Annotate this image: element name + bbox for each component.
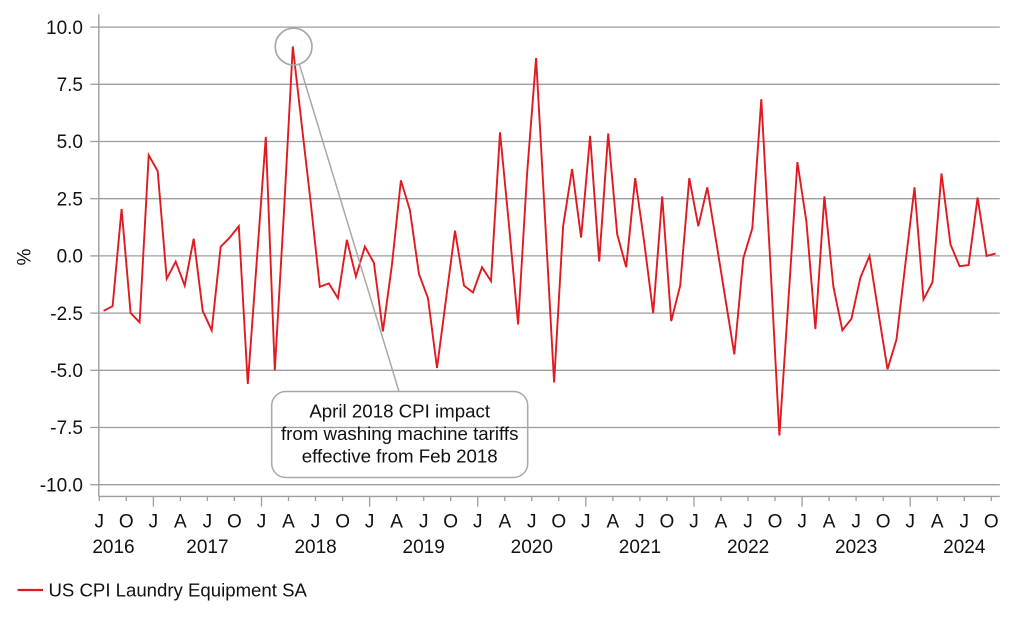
svg-text:O: O bbox=[335, 512, 350, 533]
svg-text:%: % bbox=[14, 248, 35, 265]
svg-text:O: O bbox=[660, 512, 675, 533]
svg-text:J: J bbox=[419, 512, 429, 533]
svg-text:J: J bbox=[960, 512, 970, 533]
svg-text:A: A bbox=[390, 512, 403, 533]
svg-text:A: A bbox=[282, 512, 295, 533]
svg-text:2020: 2020 bbox=[511, 537, 553, 558]
svg-text:J: J bbox=[905, 512, 915, 533]
svg-text:J: J bbox=[149, 512, 159, 533]
svg-text:O: O bbox=[551, 512, 566, 533]
svg-text:O: O bbox=[227, 512, 242, 533]
svg-text:O: O bbox=[443, 512, 458, 533]
svg-text:A: A bbox=[174, 512, 187, 533]
svg-text:2024: 2024 bbox=[943, 537, 986, 558]
svg-text:J: J bbox=[203, 512, 213, 533]
svg-text:O: O bbox=[768, 512, 783, 533]
svg-text:J: J bbox=[311, 512, 321, 533]
svg-text:J: J bbox=[635, 512, 645, 533]
svg-text:2016: 2016 bbox=[92, 537, 134, 558]
svg-text:2018: 2018 bbox=[294, 537, 336, 558]
svg-text:A: A bbox=[823, 512, 836, 533]
svg-text:O: O bbox=[876, 512, 891, 533]
svg-text:-2.5: -2.5 bbox=[50, 304, 83, 325]
svg-text:from washing machine tariffs: from washing machine tariffs bbox=[281, 423, 519, 444]
svg-text:J: J bbox=[743, 512, 753, 533]
svg-text:J: J bbox=[95, 512, 105, 533]
svg-text:-7.5: -7.5 bbox=[50, 418, 83, 439]
svg-text:J: J bbox=[473, 512, 483, 533]
svg-text:A: A bbox=[498, 512, 511, 533]
svg-text:2.5: 2.5 bbox=[57, 189, 83, 210]
svg-text:2019: 2019 bbox=[403, 537, 445, 558]
svg-text:O: O bbox=[119, 512, 134, 533]
svg-text:A: A bbox=[607, 512, 620, 533]
svg-text:J: J bbox=[851, 512, 861, 533]
svg-text:J: J bbox=[527, 512, 537, 533]
svg-text:US CPI Laundry Equipment SA: US CPI Laundry Equipment SA bbox=[49, 580, 308, 601]
svg-text:0.0: 0.0 bbox=[57, 247, 83, 268]
svg-text:J: J bbox=[797, 512, 807, 533]
svg-text:O: O bbox=[984, 512, 999, 533]
svg-text:-5.0: -5.0 bbox=[50, 361, 83, 382]
svg-text:A: A bbox=[931, 512, 944, 533]
svg-text:A: A bbox=[715, 512, 728, 533]
svg-text:April 2018 CPI impact: April 2018 CPI impact bbox=[309, 401, 491, 422]
svg-text:J: J bbox=[581, 512, 591, 533]
svg-text:7.5: 7.5 bbox=[57, 75, 83, 96]
svg-text:2022: 2022 bbox=[727, 537, 769, 558]
svg-text:-10.0: -10.0 bbox=[40, 475, 83, 496]
svg-text:J: J bbox=[365, 512, 375, 533]
svg-text:2023: 2023 bbox=[835, 537, 877, 558]
svg-text:effective from Feb 2018: effective from Feb 2018 bbox=[302, 445, 498, 466]
svg-text:10.0: 10.0 bbox=[46, 18, 83, 39]
svg-text:2021: 2021 bbox=[619, 537, 661, 558]
svg-text:5.0: 5.0 bbox=[57, 132, 83, 153]
svg-text:J: J bbox=[689, 512, 699, 533]
svg-text:J: J bbox=[257, 512, 267, 533]
svg-text:2017: 2017 bbox=[186, 537, 228, 558]
